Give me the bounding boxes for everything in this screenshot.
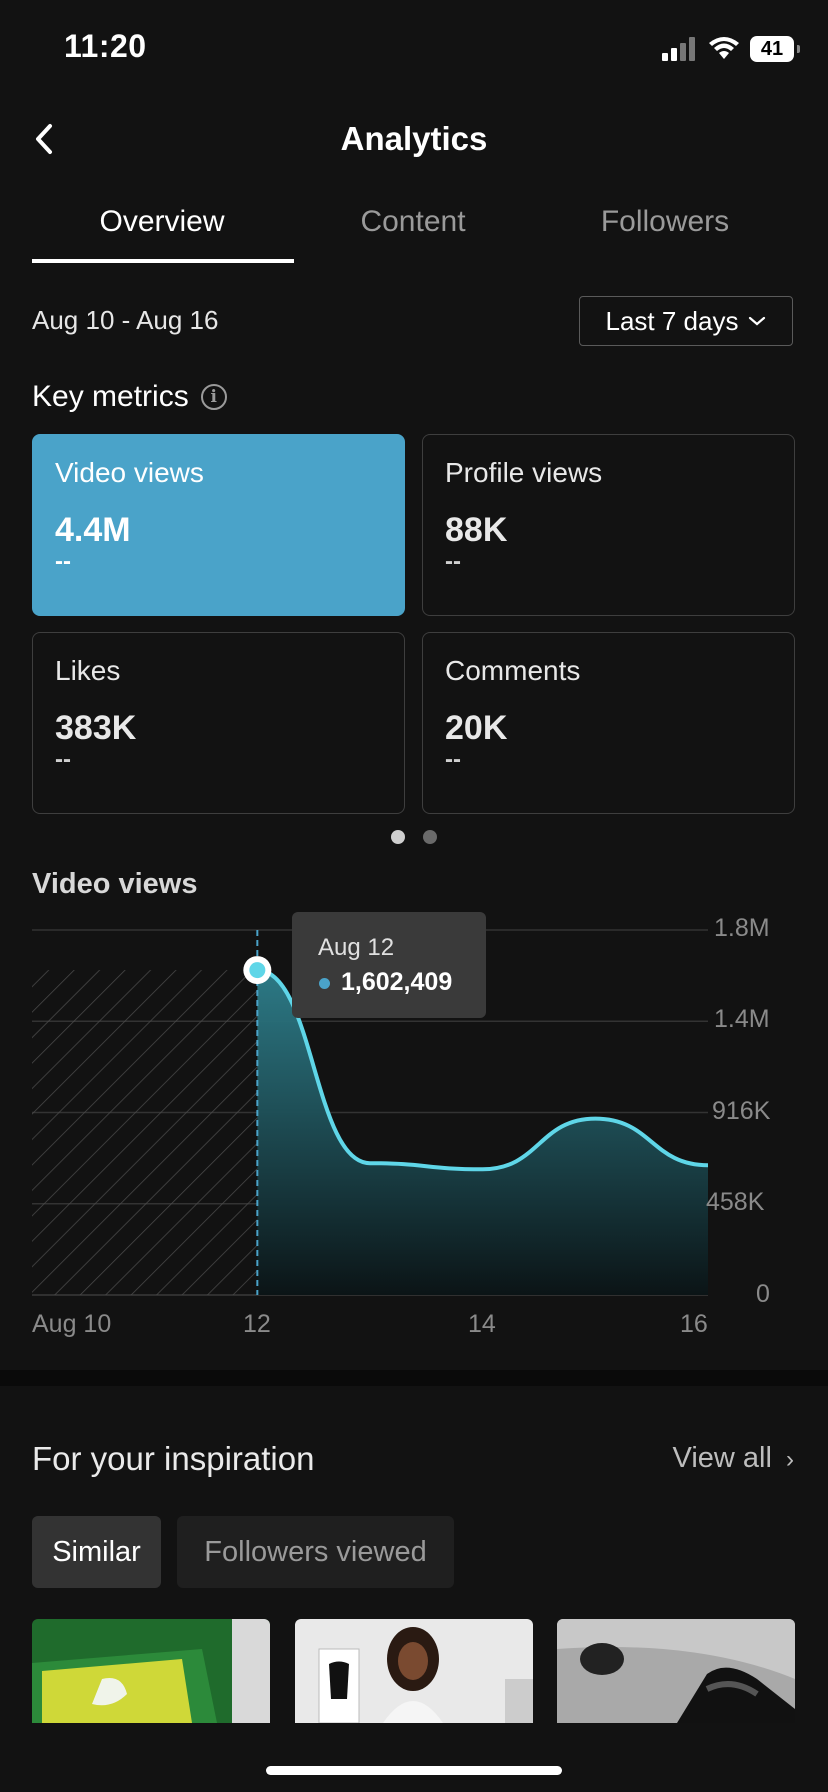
chart-tooltip [292,912,486,1018]
date-range-dropdown-label: Last 7 days [605,305,739,336]
metric-card-likes[interactable]: Likes 383K -- [32,632,405,814]
x-tick-label: Aug 10 [32,1310,112,1338]
chart-data-point-center [249,962,266,979]
metric-card-profile-views[interactable]: Profile views 88K -- [422,434,795,616]
metric-label: Profile views [445,457,603,488]
y-tick-label: 916K [712,1097,771,1125]
signal-icon [662,37,695,61]
chart-series-line [257,968,709,1172]
metric-delta: -- [445,746,461,773]
y-tick-label: 458K [706,1188,765,1216]
metric-delta: -- [445,548,461,575]
date-range-label: Aug 10 - Aug 16 [32,305,219,335]
chart-no-data-region [32,970,258,1295]
page-title: Analytics [340,120,488,157]
inspiration-title: For your inspiration [32,1440,315,1477]
metric-value: 88K [445,511,508,549]
chip-similar[interactable]: Similar [32,1516,161,1588]
tooltip-date: Aug 12 [318,934,395,961]
chevron-right-icon: › [786,1446,794,1473]
view-all-link[interactable]: View all › [673,1442,794,1475]
metric-label: Video views [55,457,204,488]
metric-delta: -- [55,746,71,773]
battery-icon: 41 [750,36,800,62]
video-thumbnail[interactable] [32,1619,270,1723]
y-tick-label: 0 [756,1280,770,1308]
metric-value: 383K [55,709,137,747]
metric-delta: -- [55,548,71,575]
x-tick-label: 14 [468,1310,496,1338]
back-chevron-icon[interactable] [30,120,60,158]
video-thumbnail[interactable] [557,1619,795,1723]
key-metrics-heading: Key metrics i [32,380,227,414]
metric-value: 20K [445,709,508,747]
video-views-chart[interactable] [0,900,828,1300]
tooltip-series-dot [319,978,330,989]
x-tick-label: 16 [680,1310,708,1338]
active-tab-indicator [32,259,294,263]
status-icons: 41 [662,36,800,62]
y-tick-label: 1.8M [714,914,770,942]
tab-content[interactable]: Content [360,205,466,238]
metric-card-video-views[interactable]: Video views 4.4M -- [32,434,405,616]
metric-card-comments[interactable]: Comments 20K -- [422,632,795,814]
video-thumbnail[interactable] [295,1619,533,1723]
status-time: 11:20 [64,28,147,64]
wifi-icon [709,37,739,59]
section-divider [0,1370,828,1386]
chart-title: Video views [32,868,198,900]
key-metrics-title: Key metrics [32,380,189,413]
home-indicator [266,1766,562,1775]
x-tick-label: 12 [243,1310,271,1338]
pager-dot-active[interactable] [391,830,405,844]
metric-label: Likes [55,655,121,686]
tooltip-value: 1,602,409 [341,968,453,996]
metric-label: Comments [445,655,581,686]
tab-followers[interactable]: Followers [600,205,730,238]
chevron-down-icon [749,316,766,326]
chart-area-fill [257,970,708,1295]
tab-overview[interactable]: Overview [99,205,225,238]
chip-followers-viewed[interactable]: Followers viewed [177,1516,454,1588]
date-range-dropdown[interactable]: Last 7 days [579,296,793,346]
info-icon[interactable]: i [200,384,227,410]
view-all-label: View all [672,1442,772,1474]
pager-dot[interactable] [423,830,437,844]
y-tick-label: 1.4M [714,1005,770,1033]
metric-value: 4.4M [55,511,131,549]
